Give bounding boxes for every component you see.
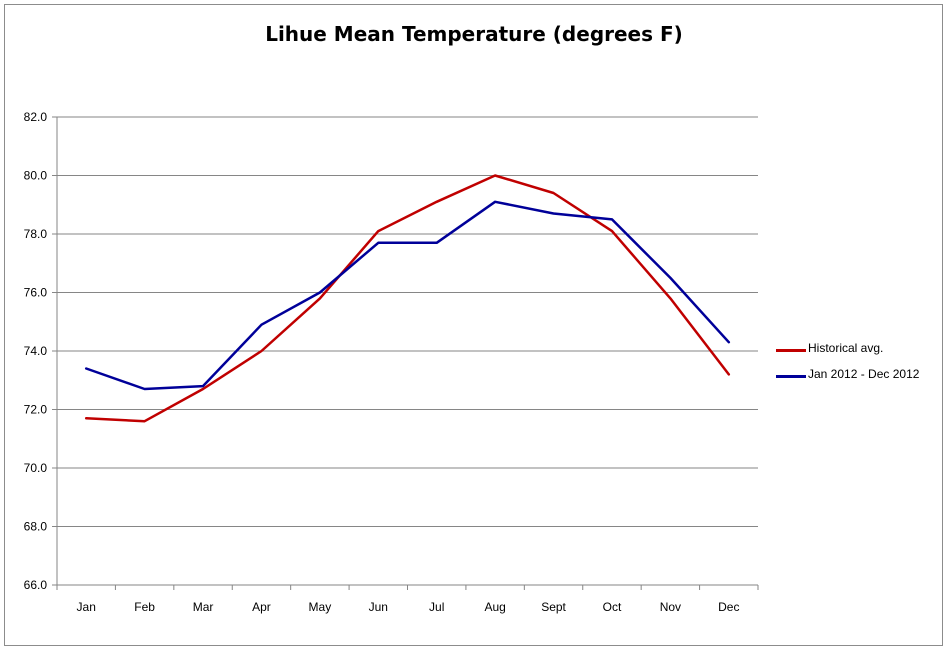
x-tick-label: Jun [369, 600, 388, 614]
legend: Historical avg. Jan 2012 - Dec 2012 [776, 341, 941, 393]
legend-swatch-2012 [776, 375, 806, 378]
x-tick-label: Oct [603, 600, 622, 614]
y-tick-label: 80.0 [24, 169, 48, 183]
x-tick-label: Feb [134, 600, 155, 614]
x-tick-label: Aug [484, 600, 505, 614]
x-tick-label: Sept [541, 600, 566, 614]
y-tick-label: 70.0 [24, 461, 48, 475]
y-tick-label: 72.0 [24, 403, 48, 417]
x-tick-label: Apr [252, 600, 271, 614]
y-tick-label: 76.0 [24, 286, 48, 300]
x-tick-label: Nov [660, 600, 681, 614]
legend-swatch-historical [776, 349, 806, 352]
x-tick-label: Dec [718, 600, 739, 614]
y-tick-label: 74.0 [24, 344, 48, 358]
chart-area [4, 4, 943, 646]
series-line-2012 [84, 200, 731, 391]
y-tick-label: 66.0 [24, 578, 48, 592]
x-tick-label: Jan [77, 600, 96, 614]
chart-title: Lihue Mean Temperature (degrees F) [265, 22, 683, 46]
legend-item-historical: Historical avg. [776, 341, 941, 367]
x-tick-label: Mar [193, 600, 214, 614]
y-tick-label: 82.0 [24, 110, 48, 124]
legend-item-2012: Jan 2012 - Dec 2012 [776, 367, 941, 393]
legend-label-2012: Jan 2012 - Dec 2012 [808, 367, 920, 381]
x-tick-label: May [309, 600, 332, 614]
series-line-historical [84, 174, 731, 423]
y-tick-label: 68.0 [24, 520, 48, 534]
x-tick-label: Jul [429, 600, 444, 614]
legend-label-historical: Historical avg. [808, 341, 884, 355]
y-tick-label: 78.0 [24, 227, 48, 241]
